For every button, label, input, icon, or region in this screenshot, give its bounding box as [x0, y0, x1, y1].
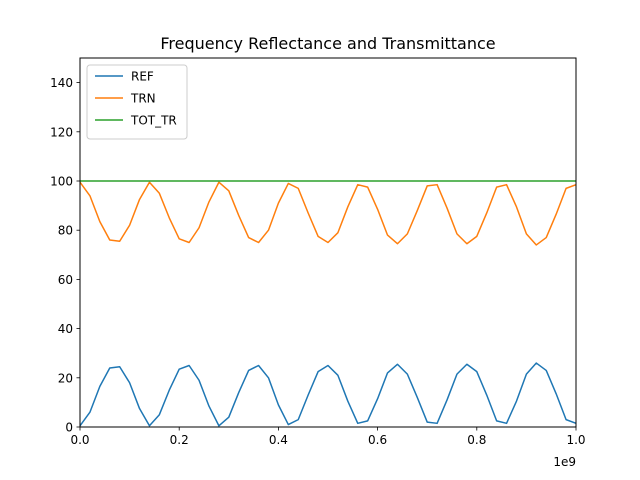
series-layer — [79, 180, 577, 427]
legend-label-tot-tr: TOT_TR — [130, 114, 177, 128]
chart-title: Frequency Reflectance and Transmittance — [160, 34, 495, 53]
y-tick-label: 140 — [50, 76, 73, 90]
x-tick-label: 0.0 — [70, 433, 89, 447]
y-tick-label: 100 — [50, 175, 73, 189]
y-tick-label: 80 — [58, 224, 73, 238]
legend-label-trn: TRN — [130, 92, 156, 106]
series-line-ref — [79, 362, 577, 427]
legend-label-ref: REF — [131, 70, 154, 84]
x-tick-label: 0.4 — [269, 433, 288, 447]
plot-frame — [79, 57, 577, 428]
y-tick-label: 60 — [58, 273, 73, 287]
y-tick-label: 20 — [58, 371, 73, 385]
y-tick-label: 120 — [50, 125, 73, 139]
x-tick-label: 1.0 — [566, 433, 585, 447]
legend: REF TRN TOT_TR — [86, 64, 188, 140]
x-tick-label: 0.2 — [170, 433, 189, 447]
x-axis-offset-label: 1e9 — [553, 455, 576, 469]
y-tick-label: 0 — [65, 421, 73, 435]
x-tick-label: 0.6 — [368, 433, 387, 447]
y-axis: 0 20 40 60 80 100 120 140 — [50, 76, 80, 435]
x-axis: 0.0 0.2 0.4 0.6 0.8 1.0 — [70, 427, 586, 447]
y-tick-label: 40 — [58, 322, 73, 336]
series-line-trn — [79, 181, 577, 246]
x-tick-label: 0.8 — [467, 433, 486, 447]
